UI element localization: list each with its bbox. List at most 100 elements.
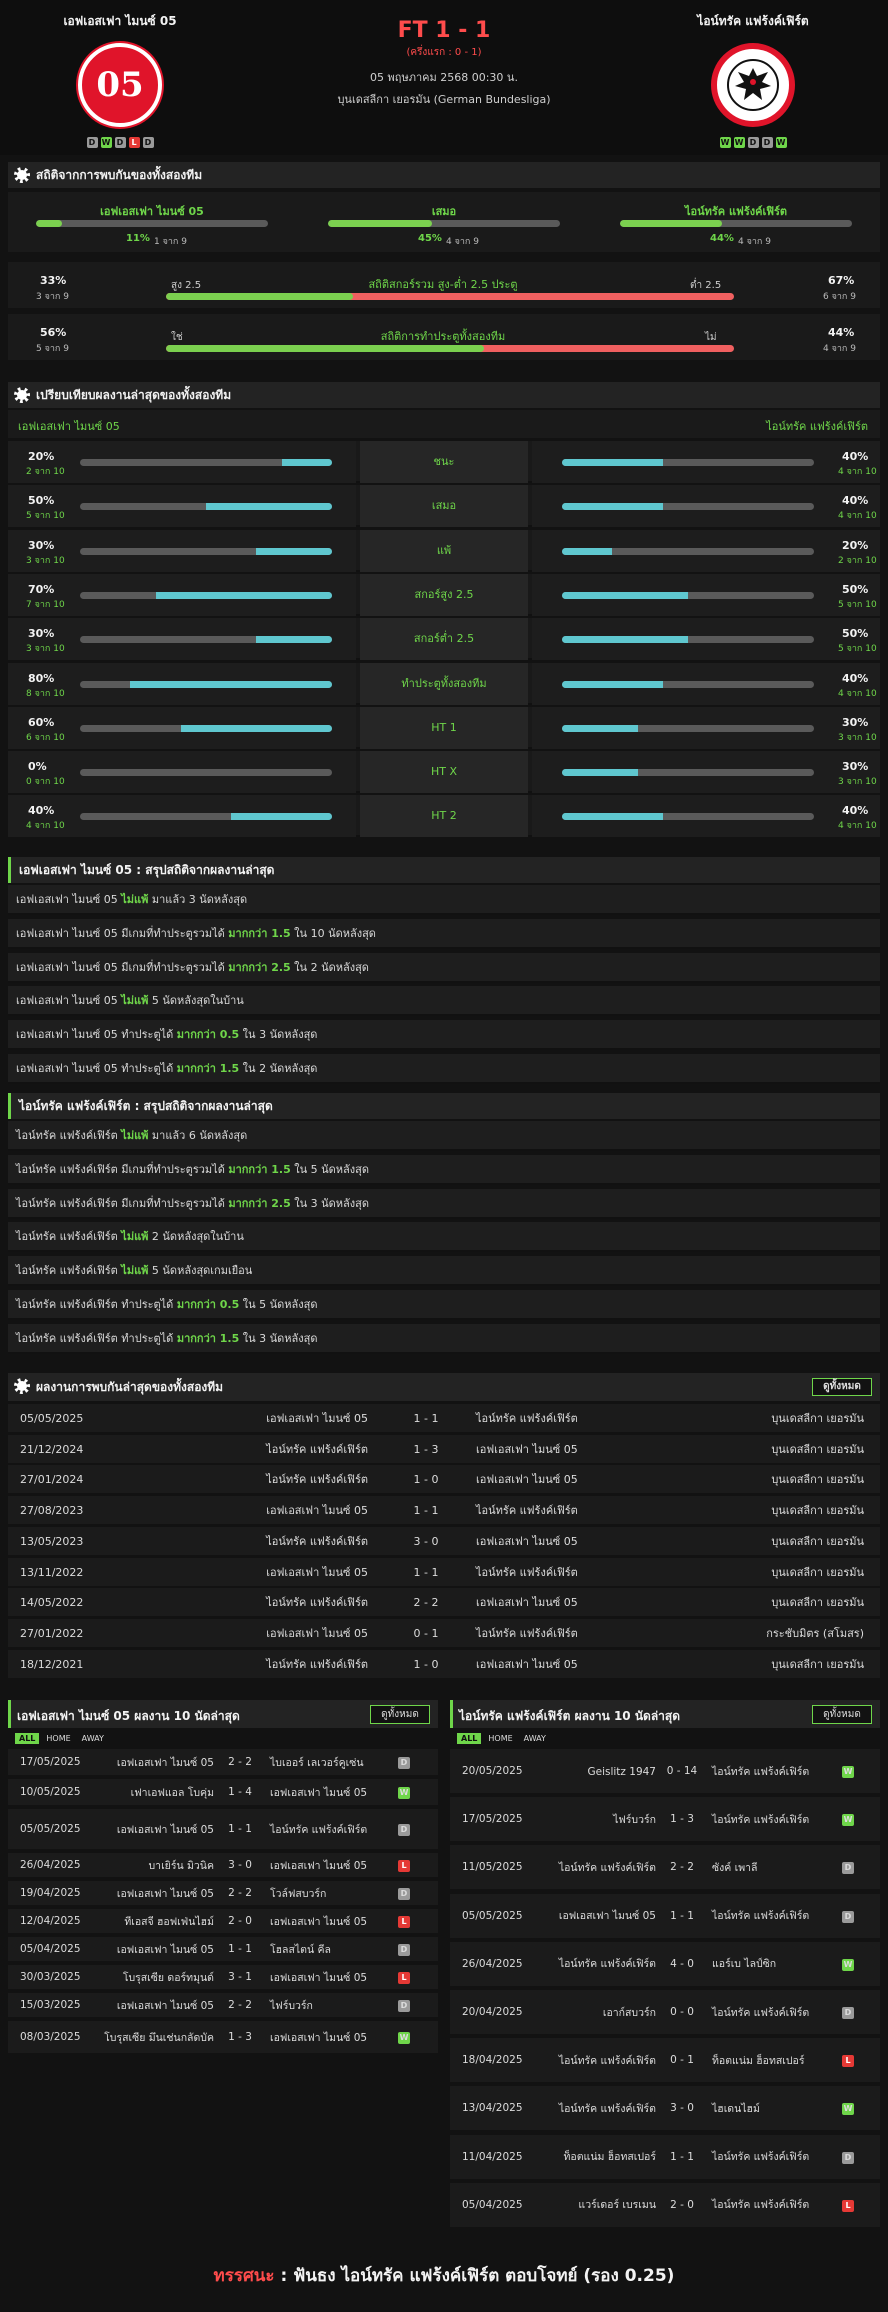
home-last10-row[interactable]: 15/03/2025 เอฟเอสเฟา ไมนซ์ 05 2 - 2 ไฟร์บวร… [8,1993,438,2019]
away-team: ไฟร์บวร์ก [270,2000,313,2012]
compare-away-cell: 40% 4 จาก 10 [532,485,880,528]
away-last10-row[interactable]: 18/04/2025 ไอน์ทรัค แฟร้งค์เฟิร์ต 0 - 1 ท็อ… [450,2038,880,2085]
away-last10-row[interactable]: 05/04/2025 แวร์เดอร์ เบรเมน 2 - 0 ไอน์ทรัค … [450,2182,880,2229]
h2h-competition: บุนเดสลีกา เยอรมัน [771,1565,864,1579]
h2h-match-date: 21/12/2024 [20,1442,84,1456]
away-last10-row[interactable]: 20/05/2025 Geislitz 1947 0 - 14 ไอน์ทรัค แฟ… [450,1749,880,1795]
compare-home-name[interactable]: เอฟเอสเฟา ไมนซ์ 05 [18,420,120,433]
view-all-away-button[interactable]: ดูทั้งหมด [812,1705,872,1724]
btts-bar [166,345,734,352]
tab-all[interactable]: ALL [457,1733,482,1744]
compare-home-cell: 50% 5 จาก 10 [8,485,356,528]
away-last10-row[interactable]: 26/04/2025 ไอน์ทรัค แฟร้งค์เฟิร์ต 4 - 0 แอร… [450,1941,880,1988]
home-last10-row[interactable]: 08/03/2025 โบรุสเซีย มึนเช่นกลัดบัค 1 - 3 เ… [8,2021,438,2055]
h2h-competition: กระชับมิตร (สโมสร) [766,1626,864,1640]
away-team: ไอน์ทรัค แฟร้งค์เฟิร์ต [712,2199,810,2212]
away-last10-row[interactable]: 13/04/2025 ไอน์ทรัค แฟร้งค์เฟิร์ต 3 - 0 ไฮเ… [450,2086,880,2133]
home-last10-row[interactable]: 10/05/2025 เฟาเอฟแอล โบคุ่ม 1 - 4 เอฟเอสเฟา… [8,1779,438,1807]
compare-away-pct: 50% [842,582,869,596]
compare-away-bar-fill [562,724,638,732]
h2h-match-row[interactable]: 18/12/2021 ไอน์ทรัค แฟร้งค์เฟิร์ต 1 - 0 เอฟ… [8,1649,880,1680]
view-all-home-button[interactable]: ดูทั้งหมด [370,1705,430,1724]
score: 1 - 1 [228,1823,252,1835]
ou-left-sub: 3 จาก 9 [36,292,69,302]
compare-home-cell: 40% 4 จาก 10 [8,795,356,838]
compare-home-bar [80,547,332,555]
compare-home-pct: 50% [28,494,55,508]
compare-row: 60% 6 จาก 10 HT 1 30% 3 จาก 10 [8,706,880,749]
compare-row: 30% 3 จาก 10 แพ้ 20% 2 จาก 10 [8,529,880,572]
result-badge: W [842,1958,854,1971]
tab-away[interactable]: AWAY [523,1734,546,1743]
away-last10-row[interactable]: 05/05/2025 เอฟเอสเฟา ไมนซ์ 05 1 - 1 ไอน์ทรั… [450,1893,880,1940]
home-last10-row[interactable]: 19/04/2025 เอฟเอสเฟา ไมนซ์ 05 2 - 2 โวล์ฟสบ… [8,1881,438,1907]
h2h-home-team: ไอน์ทรัค แฟร้งค์เฟิร์ต [266,1596,368,1610]
view-all-h2h-button[interactable]: ดูทั้งหมด [812,1378,872,1396]
home-last10-row[interactable]: 05/05/2025 เอฟเอสเฟา ไมนซ์ 05 1 - 1 ไอน์ทรั… [8,1809,438,1851]
home-team: Geislitz 1947 [587,1765,656,1778]
compare-away-cell: 40% 4 จาก 10 [532,795,880,838]
home-last10-row[interactable]: 17/05/2025 เอฟเอสเฟา ไมนซ์ 05 2 - 2 ไบเออร์… [8,1749,438,1777]
tab-all[interactable]: ALL [15,1733,40,1744]
tab-home[interactable]: HOME [46,1734,71,1743]
away-last10-row[interactable]: 11/04/2025 ท็อตแน่ม ฮ็อทสเปอร์ 1 - 1 ไอน์ทร… [450,2134,880,2181]
compare-home-pct: 70% [28,582,55,596]
compare-away-bar-fill [562,813,663,821]
summary-text: ไอน์ทรัค แฟร้งค์เฟิร์ต [16,1264,122,1278]
summary-tail: ใน 5 นัดหลังสุด [239,1298,318,1311]
eagle-icon [727,59,779,111]
match-date: 05/04/2025 [462,2198,523,2211]
home-last10-row[interactable]: 12/04/2025 ทีเอสจี ฮอฟเฟ่นไฮม์ 2 - 0 เอฟเอส… [8,1909,438,1935]
result-badge: L [842,2055,854,2068]
h2h-match-row[interactable]: 14/05/2022 ไอน์ทรัค แฟร้งค์เฟิร์ต 2 - 2 เอฟ… [8,1588,880,1619]
home-last10-row[interactable]: 30/03/2025 โบรุสเซีย ดอร์ทมุนด์ 3 - 1 เอฟเอ… [8,1965,438,1991]
h2h-match-row[interactable]: 27/01/2024 ไอน์ทรัค แฟร้งค์เฟิร์ต 1 - 0 เอฟ… [8,1465,880,1496]
h2h-col-bar-fill [36,220,62,227]
home-last10-header: เอฟเอสเฟา ไมนซ์ 05 ผลงาน 10 นัดล่าสุด ดู… [8,1700,438,1728]
compare-away-bar [562,724,814,732]
h2h-stats-panel: เอฟเอสเฟา ไมนซ์ 05 11% 1 จาก 9 เสมอ 45% 4 จาก… [8,192,880,252]
summary-text: เอฟเอสเฟา ไมนซ์ 05 [16,994,122,1008]
h2h-score: 1 - 3 [413,1442,439,1456]
compare-home-cell: 30% 3 จาก 10 [8,529,356,572]
tab-home[interactable]: HOME [488,1734,513,1743]
summary-highlight: มากกว่า 0.5 [176,1298,240,1311]
away-last10-row[interactable]: 20/04/2025 เอาก์สบวร์ก 0 - 0 ไอน์ทรัค แฟร้ง… [450,1990,880,2036]
summary-row: เอฟเอสเฟา ไมนซ์ 05 ไม่แพ้ 5 นัดหลังสุดใน… [8,986,880,1017]
away-last10-row[interactable]: 17/05/2025 ไฟร์บวร์ก 1 - 3 ไอน์ทรัค แฟร้งค์… [450,1797,880,1844]
compare-away-bar [562,636,814,644]
home-last10-row[interactable]: 05/04/2025 เอฟเอสเฟา ไมนซ์ 05 1 - 1 โฮลสไตน… [8,1937,438,1963]
h2h-match-row[interactable]: 21/12/2024 ไอน์ทรัค แฟร้งค์เฟิร์ต 1 - 3 เอฟ… [8,1434,880,1465]
compare-title: เปรียบเทียบผลงานล่าสุดของทั้งสองทีม [36,388,232,402]
compare-away-pct: 50% [842,627,869,641]
h2h-match-row[interactable]: 05/05/2025 เอฟเอสเฟา ไมนซ์ 05 1 - 1 ไอน์ทรั… [8,1404,880,1434]
h2h-match-row[interactable]: 27/08/2023 เอฟเอสเฟา ไมนซ์ 05 1 - 1 ไอน์ทรั… [8,1496,880,1527]
h2h-match-row[interactable]: 13/11/2022 เอฟเอสเฟา ไมนซ์ 05 1 - 1 ไอน์ทรั… [8,1557,880,1588]
home-last10-row[interactable]: 26/04/2025 บาเยิร์น มิวนิค 3 - 0 เอฟเอสเฟา … [8,1853,438,1879]
away-result-badge: W [719,137,731,148]
tab-away[interactable]: AWAY [81,1734,104,1743]
compare-away-sub: 4 จาก 10 [838,821,877,832]
summary-tail: ใน 2 นัดหลังสุด [239,1062,318,1075]
match-date: 20/04/2025 [462,2006,523,2018]
away-team: ไอน์ทรัค แฟร้งค์เฟิร์ต [712,1813,810,1826]
compare-away-name[interactable]: ไอน์ทรัค แฟร้งค์เฟิร์ต [766,420,868,433]
h2h-home-team: เอฟเอสเฟา ไมนซ์ 05 [266,1565,368,1579]
compare-label: HT X [360,751,528,794]
compare-home-bar-fill [281,459,332,466]
compare-away-sub: 4 จาก 10 [838,511,877,522]
away-summary-title: ไอน์ทรัค แฟร้งค์เฟิร์ต : สรุปสถิติจากผลง… [8,1093,880,1119]
match-date: 11/04/2025 [462,2150,523,2163]
compare-away-sub: 4 จาก 10 [838,467,877,477]
h2h-results-title: ผลงานการพบกันล่าสุดของทั้งสองทีม [36,1380,224,1394]
summary-highlight: มากกว่า 0.5 [176,1028,240,1042]
away-last10-row[interactable]: 11/05/2025 ไอน์ทรัค แฟร้งค์เฟิร์ต 2 - 2 ซัง… [450,1845,880,1892]
compare-home-bar-fill [231,813,332,821]
h2h-match-row[interactable]: 13/05/2023 ไอน์ทรัค แฟร้งค์เฟิร์ต 3 - 0 เอฟ… [8,1526,880,1557]
h2h-match-row[interactable]: 27/01/2022 เอฟเอสเฟา ไมนซ์ 05 0 - 1 ไอน์ทรั… [8,1618,880,1649]
btts-right-pct: 44% [828,326,855,339]
h2h-away-team: เอฟเอสเฟา ไมนซ์ 05 [476,1534,578,1548]
